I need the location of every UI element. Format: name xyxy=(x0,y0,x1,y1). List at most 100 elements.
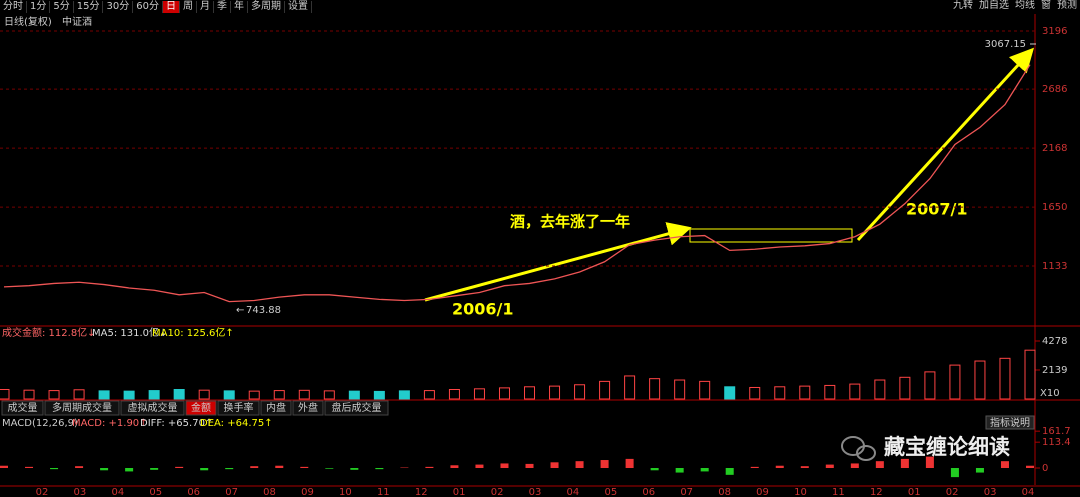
macd-bar xyxy=(275,465,284,469)
tool-button[interactable]: 九转 xyxy=(953,0,973,11)
macd-bar xyxy=(250,466,259,469)
x-tick-label: 03 xyxy=(529,487,542,497)
tab xyxy=(120,400,185,416)
macd-bar xyxy=(550,462,559,469)
macd-bar xyxy=(425,466,434,469)
period-button[interactable]: 季 xyxy=(214,0,231,13)
y-tick-label: 1133 xyxy=(1042,261,1067,272)
volume-bar xyxy=(223,390,235,400)
y-tick-label: 113.4 xyxy=(1042,437,1071,448)
period-button[interactable]: 1分 xyxy=(27,0,51,13)
y-tick-label: 2139 xyxy=(1042,365,1067,376)
volume-bar xyxy=(48,390,60,400)
volume-header: MA10: 125.6亿↑ xyxy=(152,326,234,339)
tool-menu: 九转 加自选 均线窗预测 xyxy=(950,0,1080,12)
help-button-label[interactable]: 指标说明 xyxy=(990,416,1030,429)
macd-bar xyxy=(900,458,909,469)
tab xyxy=(185,400,217,416)
period-button[interactable]: 分时 xyxy=(0,0,27,13)
macd-bar xyxy=(725,468,734,475)
help-button[interactable] xyxy=(985,415,1035,430)
period-button[interactable]: 月 xyxy=(197,0,214,13)
period-button[interactable]: 年 xyxy=(231,0,248,13)
macd-bar xyxy=(50,468,59,470)
period-button[interactable]: 多周期 xyxy=(248,0,285,13)
trend-arrow xyxy=(856,47,1035,242)
macd-bar xyxy=(125,468,134,472)
period-button[interactable]: 设置 xyxy=(285,0,312,13)
volume-bar xyxy=(549,385,561,400)
period-toolbar: 分时 1分 5分 15分 30分 60分日周月季年多周期 设置 xyxy=(0,0,1080,13)
volume-bar xyxy=(73,389,85,400)
x-tick-label: 11 xyxy=(832,487,845,497)
tool-button[interactable]: 均线 xyxy=(1015,0,1035,11)
volume-bar xyxy=(824,384,836,400)
trend-arrow xyxy=(424,222,692,302)
macd-bar xyxy=(150,468,159,470)
macd-bar xyxy=(350,468,359,470)
macd-bar xyxy=(700,468,709,472)
macd-bar xyxy=(600,460,609,469)
high-label: 3067.15 xyxy=(985,39,1026,50)
x-tick-label: 10 xyxy=(794,487,807,497)
y-tick-label: 3196 xyxy=(1042,26,1067,37)
volume-bar xyxy=(323,390,335,400)
period-button[interactable]: 日 xyxy=(162,0,180,13)
volume-bar xyxy=(599,380,611,400)
annotation: 酒，去年涨了一年 xyxy=(510,213,630,231)
macd-bar xyxy=(825,464,834,469)
low-label: 743.88 xyxy=(246,305,281,316)
tool-button[interactable]: 预测 xyxy=(1057,0,1077,11)
tab-label: 盘后成交量 xyxy=(332,401,382,414)
period-button[interactable]: 60分 xyxy=(133,0,163,13)
volume-bar xyxy=(298,389,310,400)
macd-bar xyxy=(300,466,309,469)
volume-bar xyxy=(574,384,586,400)
macd-bar xyxy=(200,468,209,471)
volume-bar xyxy=(373,390,385,400)
y-tick-label: 4278 xyxy=(1042,336,1067,347)
x-tick-label: 12 xyxy=(415,487,428,497)
tool-button[interactable]: 加自选 xyxy=(979,0,1009,11)
tab-label: 金额 xyxy=(191,401,211,414)
macd-bar xyxy=(100,468,109,471)
volume-header: 成交金额: 112.8亿↓ xyxy=(2,326,96,339)
volume-header: MA5: 131.0亿↓ xyxy=(92,326,167,339)
macd-bar xyxy=(500,463,509,469)
macd-bar xyxy=(775,465,784,469)
volume-bar xyxy=(799,385,811,400)
x-tick-label: 03 xyxy=(74,487,87,497)
x-tick-label: 11 xyxy=(377,487,390,497)
wechat-icon xyxy=(841,436,876,461)
macd-bar xyxy=(625,458,634,469)
tab-label: 多周期成交量 xyxy=(52,401,112,414)
x-tick-label: 07 xyxy=(680,487,693,497)
volume-bar xyxy=(348,390,360,400)
period-button[interactable]: 15分 xyxy=(74,0,104,13)
volume-bar xyxy=(173,389,185,400)
x-tick-label: 01 xyxy=(908,487,921,497)
y-tick-label: 1650 xyxy=(1042,202,1067,213)
macd-header: DEA: +64.75↑ xyxy=(200,418,273,429)
period-button[interactable]: 30分 xyxy=(103,0,134,13)
volume-bar xyxy=(924,371,936,400)
macd-bar xyxy=(525,463,534,469)
volume-bar xyxy=(448,389,460,400)
tool-button[interactable]: 窗 xyxy=(1041,0,1051,11)
macd-bar xyxy=(650,468,659,471)
macd-header: DIFF: +65.70↑ xyxy=(140,418,213,429)
period-button[interactable]: 5分 xyxy=(50,0,74,13)
period-button[interactable]: 周 xyxy=(180,0,197,13)
macd-header: MACD: +1.90↑ xyxy=(72,418,148,429)
tab xyxy=(217,400,260,416)
volume-bar xyxy=(949,364,961,400)
macd-bar xyxy=(750,466,759,469)
volume-bar xyxy=(974,360,986,400)
x-tick-label: 04 xyxy=(567,487,580,497)
volume-bar xyxy=(98,390,110,400)
tab xyxy=(44,400,120,416)
volume-bar xyxy=(999,357,1011,400)
macd-bar xyxy=(675,468,684,473)
tab-label: 成交量 xyxy=(8,401,38,414)
